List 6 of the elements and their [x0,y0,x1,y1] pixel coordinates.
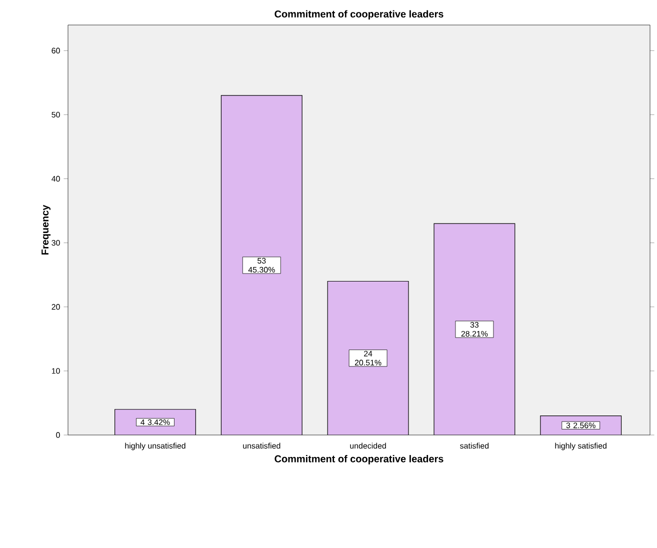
bar [220,95,302,435]
y-axis-title: Frequency [42,204,51,255]
bar [327,280,409,435]
x-axis-title: Commitment of cooperative leaders [274,455,444,464]
bar [434,223,516,435]
chart-title: Commitment of cooperative leaders [274,10,444,20]
